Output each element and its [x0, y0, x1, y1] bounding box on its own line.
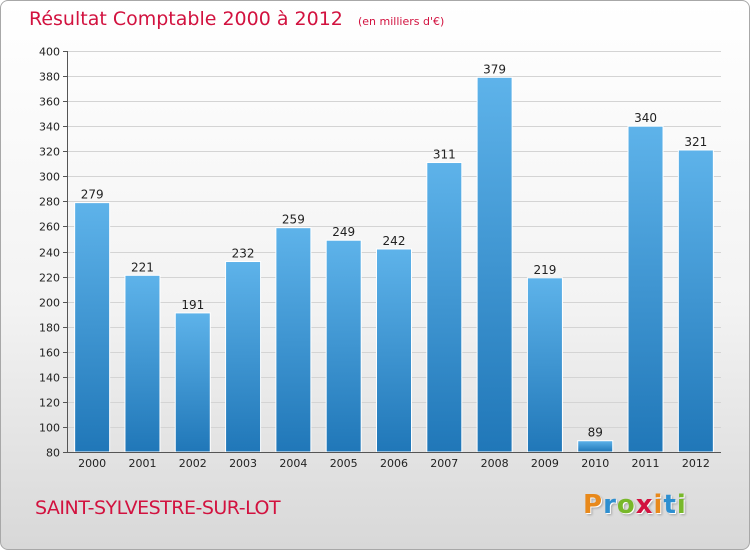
x-tick-label: 2011 — [632, 457, 660, 470]
bar-2000 — [74, 202, 111, 453]
bar-2003 — [225, 261, 262, 453]
logo-letter: r — [603, 490, 617, 520]
bar-value-label: 259 — [282, 213, 305, 227]
y-tick-label: 120 — [39, 397, 60, 410]
x-tick-label: 2010 — [581, 457, 609, 470]
x-tick-label: 2003 — [229, 457, 257, 470]
y-tick-label: 320 — [39, 146, 60, 159]
x-tick-label: 2009 — [531, 457, 559, 470]
bar-value-label: 249 — [332, 225, 355, 239]
town-name: SAINT-SYLVESTRE-SUR-LOT — [35, 497, 281, 519]
y-tick-label: 380 — [39, 71, 60, 84]
logo-letter: P — [583, 490, 604, 520]
bar-2005 — [325, 239, 362, 453]
x-axis: 2000 2001 2002 2003 2004 2005 2006 2007 2008 2009… — [67, 452, 721, 470]
y-tick-label: 240 — [39, 247, 60, 260]
bar-2006 — [376, 248, 412, 453]
x-tick-label: 2012 — [682, 457, 710, 470]
gridlines — [67, 51, 721, 453]
x-tick-label: 2005 — [330, 457, 358, 470]
logo-letter: i — [676, 490, 687, 520]
bar-2004 — [275, 227, 312, 453]
x-tick-label: 2000 — [78, 457, 106, 470]
bar-value-label: 279 — [81, 188, 104, 202]
bar-2009 — [526, 277, 563, 453]
chart-title-block: Résultat Comptable 2000 à 2012 (en milli… — [29, 8, 444, 30]
bar-2010 — [577, 440, 614, 453]
bar-2002 — [174, 312, 211, 453]
y-tick-label: 160 — [39, 347, 60, 360]
y-tick-label: 220 — [39, 272, 60, 285]
y-tick-label: 340 — [39, 121, 60, 134]
y-tick-label: 100 — [39, 422, 60, 435]
bar-value-label: 219 — [533, 263, 556, 277]
y-tick-label: 180 — [39, 322, 60, 335]
bar-2011 — [627, 125, 664, 453]
logo-letter: x — [635, 490, 654, 520]
logo-letter: o — [616, 490, 636, 520]
bar-value-label: 232 — [232, 247, 255, 261]
bar-value-label: 321 — [684, 135, 707, 149]
y-tick-label: 300 — [39, 171, 60, 184]
bar-2008 — [476, 76, 513, 453]
chart-unit: (en milliers d'€) — [357, 15, 445, 28]
chart-title: Résultat Comptable 2000 à 2012 — [29, 8, 343, 30]
bar-value-label: 191 — [181, 298, 204, 312]
x-tick-label: 2006 — [380, 457, 408, 470]
y-tick-label: 280 — [39, 196, 60, 209]
y-tick-label: 140 — [39, 372, 60, 385]
x-tick-label: 2001 — [128, 457, 156, 470]
bar-2001 — [124, 274, 161, 453]
bar-value-label: 242 — [383, 234, 406, 248]
y-tick-label: 80 — [46, 447, 60, 460]
y-tick-label: 200 — [39, 297, 60, 310]
x-tick-label: 2002 — [179, 457, 207, 470]
bar-value-label: 89 — [588, 426, 603, 440]
bar-value-label: 221 — [131, 260, 154, 274]
x-tick-label: 2008 — [481, 457, 509, 470]
bars: 279 221 191 232 259 249 242 311 379 219 89 340 321 — [74, 62, 714, 453]
y-tick-label: 260 — [39, 221, 60, 234]
logo-letter: i — [653, 490, 664, 520]
proxiti-logo[interactable]: Proxiti — [583, 490, 687, 520]
logo-letter: t — [663, 490, 677, 520]
x-tick-label: 2004 — [279, 457, 307, 470]
bar-value-label: 340 — [634, 111, 657, 125]
bar-value-label: 311 — [433, 148, 456, 162]
y-tick-label: 360 — [39, 96, 60, 109]
bar-2012 — [677, 149, 714, 453]
y-axis: 80 100 120 140 160 180 200 220 240 260 280 300 320 34… — [39, 46, 68, 460]
bar-value-label: 379 — [483, 62, 506, 76]
y-tick-label: 400 — [39, 46, 60, 59]
x-tick-label: 2007 — [430, 457, 458, 470]
bar-2007 — [426, 162, 463, 453]
